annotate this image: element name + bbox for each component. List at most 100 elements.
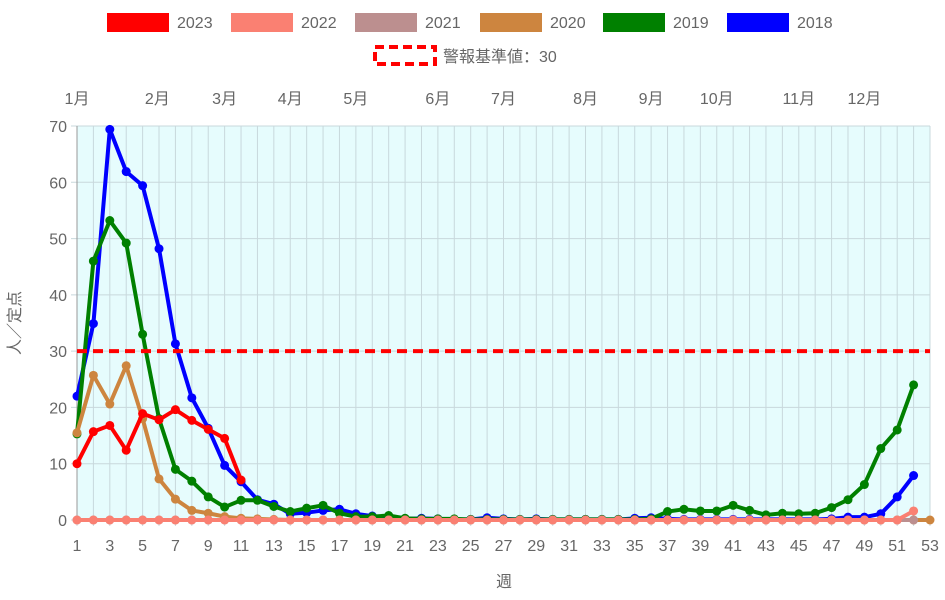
legend-label: 2023 <box>177 15 213 32</box>
x-tick-label: 13 <box>265 538 283 555</box>
data-point-2018 <box>892 492 902 502</box>
data-point-2022 <box>302 515 312 525</box>
data-point-2022 <box>367 515 377 525</box>
data-point-2019 <box>810 508 820 518</box>
series-2023 <box>72 405 246 485</box>
legend-label: 2022 <box>301 15 337 32</box>
data-point-2022 <box>121 515 131 525</box>
data-point-2022 <box>843 515 853 525</box>
data-point-2022 <box>351 515 361 525</box>
data-point-2022 <box>646 515 656 525</box>
y-tick-label: 70 <box>49 119 67 136</box>
legend-item-2021: 2021 <box>355 13 461 32</box>
x-tick-label: 19 <box>363 538 381 555</box>
y-tick-label: 20 <box>49 400 67 417</box>
data-point-2022 <box>515 515 525 525</box>
data-point-2022 <box>777 515 787 525</box>
data-point-2023 <box>105 420 115 430</box>
legend-swatch <box>355 13 417 32</box>
month-label: 6月 <box>425 91 450 108</box>
x-tick-label: 17 <box>331 538 349 555</box>
data-point-2019 <box>794 509 804 519</box>
x-tick-label: 31 <box>560 538 578 555</box>
month-label: 5月 <box>343 91 368 108</box>
data-point-2018 <box>121 167 131 177</box>
month-label: 2月 <box>145 91 170 108</box>
legend-item-2018: 2018 <box>727 13 833 32</box>
data-point-2020 <box>925 515 935 525</box>
data-point-2019 <box>252 495 262 505</box>
data-point-2022 <box>909 506 919 516</box>
data-point-2018 <box>154 244 164 254</box>
data-point-2022 <box>384 515 394 525</box>
data-point-2019 <box>203 492 213 502</box>
data-point-2022 <box>449 515 459 525</box>
x-tick-label: 33 <box>593 538 611 555</box>
legend-item-2020: 2020 <box>480 13 586 32</box>
legend-label: 2020 <box>550 15 586 32</box>
x-tick-label: 45 <box>790 538 808 555</box>
data-point-2022 <box>400 515 410 525</box>
legend: 2023 2022 2021 2020 2019 2018 警報基準値：30 <box>107 13 833 66</box>
data-point-2018 <box>220 460 230 470</box>
legend-item-threshold: 警報基準値：30 <box>373 45 557 66</box>
data-point-2018 <box>170 339 180 349</box>
month-label: 9月 <box>639 91 664 108</box>
data-point-2023 <box>220 433 230 443</box>
legend-label: 警報基準値：30 <box>443 48 557 66</box>
data-point-2019 <box>318 500 328 510</box>
data-point-2022 <box>564 515 574 525</box>
data-point-2022 <box>433 515 443 525</box>
data-point-2020 <box>88 370 98 380</box>
data-point-2019 <box>859 480 869 490</box>
data-point-2019 <box>777 508 787 518</box>
data-point-2022 <box>105 515 115 525</box>
data-point-2019 <box>663 507 673 517</box>
x-tick-label: 35 <box>626 538 644 555</box>
month-label: 4月 <box>278 91 303 108</box>
data-point-2019 <box>892 425 902 435</box>
data-point-2022 <box>72 515 82 525</box>
data-point-2022 <box>203 515 213 525</box>
data-point-2022 <box>794 515 804 525</box>
data-point-2022 <box>138 515 148 525</box>
legend-item-2022: 2022 <box>231 13 337 32</box>
data-point-2022 <box>876 515 886 525</box>
data-point-2020 <box>154 474 164 484</box>
data-point-2018 <box>105 124 115 134</box>
data-point-2019 <box>220 502 230 512</box>
y-tick-label: 30 <box>49 344 67 361</box>
x-tick-label: 49 <box>855 538 873 555</box>
y-tick-label: 40 <box>49 288 67 305</box>
legend-label: 2018 <box>797 15 833 32</box>
data-point-2022 <box>712 515 722 525</box>
data-point-2019 <box>827 503 837 513</box>
data-point-2022 <box>220 515 230 525</box>
data-point-2020 <box>203 508 213 518</box>
data-point-2018 <box>876 509 886 519</box>
legend-swatch <box>373 45 437 66</box>
x-tick-label: 3 <box>105 538 114 555</box>
data-point-2022 <box>187 515 197 525</box>
data-point-2022 <box>548 515 558 525</box>
data-point-2019 <box>187 476 197 486</box>
data-point-2022 <box>892 515 902 525</box>
data-point-2022 <box>663 515 673 525</box>
x-tick-label: 39 <box>691 538 709 555</box>
data-point-2022 <box>466 515 476 525</box>
data-point-2018 <box>187 393 197 403</box>
data-point-2022 <box>597 515 607 525</box>
data-point-2022 <box>252 515 262 525</box>
data-point-2019 <box>236 495 246 505</box>
x-axis-title: 週 <box>496 573 512 591</box>
data-point-2019 <box>285 507 295 517</box>
legend-swatch <box>231 13 293 32</box>
y-axis-title: 人／定点 <box>6 291 24 355</box>
data-point-2018 <box>88 319 98 329</box>
x-tick-label: 43 <box>757 538 775 555</box>
month-label: 11月 <box>782 91 815 108</box>
y-tick-label: 10 <box>49 457 67 474</box>
data-point-2019 <box>88 256 98 266</box>
